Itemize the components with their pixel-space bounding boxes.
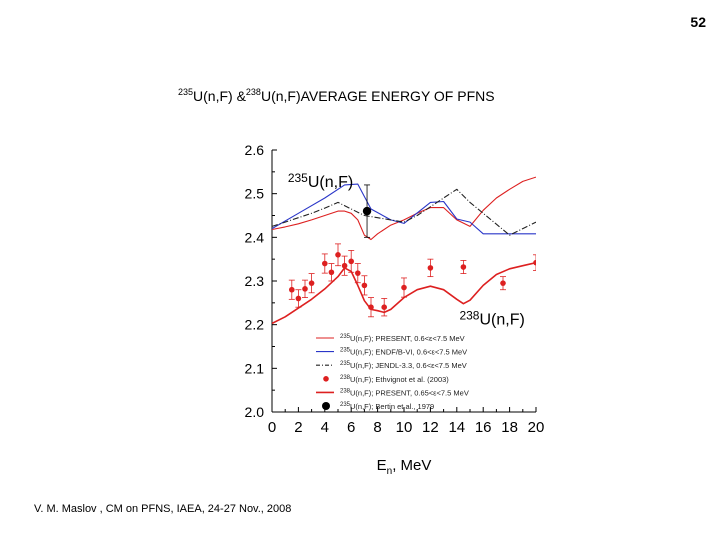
data-point-4 <box>328 269 335 276</box>
data-point-4 <box>302 286 308 292</box>
data-point-4 <box>348 258 355 265</box>
title-part-1: U(n,F) & <box>193 88 246 104</box>
x-axis-label: En, MeV <box>377 457 432 477</box>
legend-marker-dot <box>323 376 329 382</box>
series-line-1 <box>272 183 536 235</box>
series-line-0 <box>272 176 536 241</box>
title-superscript-238: 238 <box>245 87 261 97</box>
data-point-4 <box>322 260 328 267</box>
legend-entry-label: 235U(n,F); Bertin et al., 1979 <box>340 402 434 411</box>
x-tick-label: 12 <box>422 419 439 436</box>
x-tick-label: 14 <box>448 419 465 436</box>
legend-entry-label: 235U(n,F); JENDL-3.3, 0.6<ε<7.5 MeV <box>340 361 467 370</box>
legend-entry-label: 238U(n,F); PRESENT, 0.65<ε<7.5 MeV <box>340 388 469 397</box>
x-tick-label: 4 <box>321 419 329 436</box>
y-tick-label: 2.1 <box>245 360 265 376</box>
series-line-3 <box>272 261 536 325</box>
data-point-4 <box>341 262 348 269</box>
data-point-4 <box>308 280 315 286</box>
x-tick-label: 6 <box>347 419 355 436</box>
legend-entry-label: 235U(n,F); PRESENT, 0.6<ε<7.5 MeV <box>340 334 465 343</box>
title-part-2: U(n,F)AVERAGE ENERGY OF PFNS <box>260 88 495 104</box>
data-point-4 <box>335 252 341 258</box>
data-point-4 <box>295 295 302 302</box>
data-point-4 <box>355 270 361 276</box>
x-tick-label: 16 <box>475 419 492 436</box>
y-tick-label: 2.0 <box>245 404 265 420</box>
data-point-4 <box>368 304 374 311</box>
legend-entry-label: 238U(n,F); Ethvignot et al. (2003) <box>340 375 449 384</box>
x-tick-label: 2 <box>294 419 302 436</box>
curve-annotation: 235U(n,F) <box>288 171 353 191</box>
data-point-4 <box>427 265 434 271</box>
data-point-4 <box>361 282 368 289</box>
data-point-5 <box>362 206 372 216</box>
y-tick-label: 2.5 <box>245 186 265 202</box>
plot-area <box>272 176 536 325</box>
y-tick-label: 2.3 <box>245 273 265 289</box>
data-point-4 <box>381 304 388 311</box>
x-tick-label: 10 <box>396 419 413 436</box>
x-tick-label: 18 <box>501 419 518 436</box>
series-line-2 <box>272 188 536 236</box>
page-number: 52 <box>690 14 706 30</box>
data-point-4 <box>500 280 506 286</box>
y-tick-label: 2.6 <box>245 142 265 158</box>
title-superscript-235: 235 <box>178 87 194 97</box>
footer-citation: V. M. Maslov , CM on PFNS, IAEA, 24-27 N… <box>34 503 292 515</box>
x-tick-label: 8 <box>373 419 381 436</box>
x-tick-label: 0 <box>268 419 276 436</box>
legend-entry-label: 235U(n,F); ENDF/B-VI, 0.6<ε<7.5 MeV <box>340 348 467 357</box>
x-tick-label: 20 <box>528 419 545 436</box>
data-point-4 <box>460 264 467 270</box>
legend-marker-dot <box>322 402 330 410</box>
y-tick-label: 2.2 <box>245 317 265 333</box>
y-tick-label: 2.4 <box>245 229 265 245</box>
data-point-4 <box>289 286 295 293</box>
slide-title: 235U(n,F) &238U(n,F)AVERAGE ENERGY OF PF… <box>178 87 495 104</box>
data-point-4 <box>401 284 407 291</box>
data-point-4 <box>533 259 536 266</box>
curve-annotation: 238U(n,F) <box>459 309 524 329</box>
